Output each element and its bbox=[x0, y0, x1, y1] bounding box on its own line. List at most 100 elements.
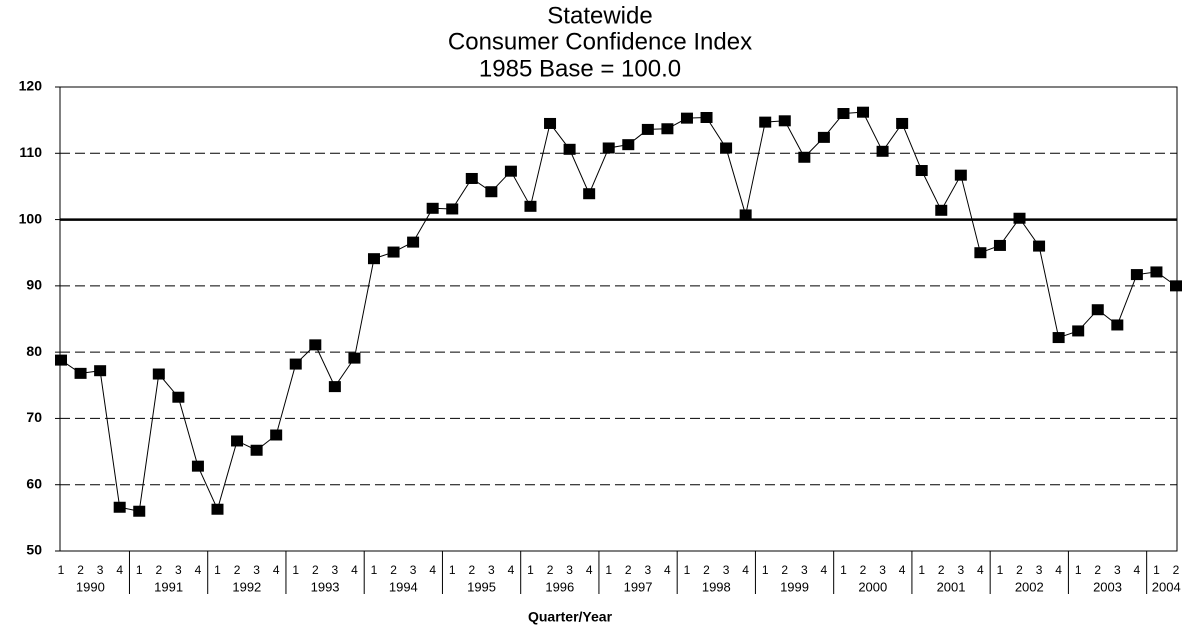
point-marker bbox=[367, 253, 380, 265]
point-marker bbox=[133, 505, 146, 517]
point-marker bbox=[1013, 212, 1026, 224]
x-tick-label: 1 bbox=[684, 563, 691, 577]
x-tick-label: 2 bbox=[860, 563, 867, 577]
x-tick-label: 2 bbox=[390, 563, 397, 577]
point-marker bbox=[661, 123, 674, 135]
point-marker bbox=[524, 200, 537, 212]
point-marker bbox=[55, 354, 67, 366]
point-marker bbox=[1130, 269, 1143, 281]
x-group-label: 1996 bbox=[545, 579, 574, 594]
y-tick-label: 70 bbox=[26, 409, 42, 425]
point-marker bbox=[231, 435, 244, 447]
point-marker bbox=[387, 246, 400, 258]
x-tick-label: 4 bbox=[273, 563, 280, 577]
point-marker bbox=[974, 247, 987, 259]
x-tick-label: 3 bbox=[1036, 563, 1043, 577]
x-axis-label: Quarter/Year bbox=[528, 609, 613, 625]
x-tick-label: 2 bbox=[1094, 563, 1101, 577]
x-tick-label: 3 bbox=[566, 563, 573, 577]
x-tick-label: 2 bbox=[781, 563, 788, 577]
x-tick-label: 1 bbox=[918, 563, 925, 577]
point-marker bbox=[250, 444, 263, 456]
point-marker bbox=[1111, 319, 1124, 331]
x-tick-label: 3 bbox=[175, 563, 182, 577]
y-tick-label: 80 bbox=[26, 343, 42, 359]
x-tick-label: 1 bbox=[371, 563, 378, 577]
y-tick-label: 120 bbox=[19, 78, 43, 94]
x-tick-label: 4 bbox=[429, 563, 436, 577]
point-marker bbox=[152, 368, 165, 380]
point-marker bbox=[896, 117, 909, 129]
x-tick-label: 4 bbox=[351, 563, 358, 577]
point-marker bbox=[720, 142, 733, 154]
x-group-label: 2003 bbox=[1093, 579, 1122, 594]
x-tick-label: 2 bbox=[77, 563, 84, 577]
point-marker bbox=[348, 352, 361, 364]
point-marker bbox=[407, 236, 420, 248]
point-marker bbox=[857, 106, 870, 118]
x-tick-label: 1 bbox=[58, 563, 65, 577]
y-tick-label: 50 bbox=[26, 542, 42, 558]
point-marker bbox=[1091, 304, 1104, 316]
x-tick-label: 2 bbox=[312, 563, 319, 577]
x-group-label: 1990 bbox=[76, 579, 105, 594]
point-marker bbox=[289, 358, 302, 370]
y-tick-label: 110 bbox=[19, 144, 42, 160]
x-tick-label: 2 bbox=[155, 563, 162, 577]
x-tick-label: 1 bbox=[214, 563, 221, 577]
point-marker bbox=[954, 169, 967, 181]
x-tick-label: 4 bbox=[586, 563, 593, 577]
point-marker bbox=[817, 131, 830, 143]
x-group-label: 2002 bbox=[1015, 579, 1044, 594]
point-marker bbox=[778, 115, 791, 127]
point-marker bbox=[426, 202, 439, 214]
series-line bbox=[60, 111, 1177, 512]
y-tick-label: 90 bbox=[26, 277, 42, 293]
x-tick-label: 1 bbox=[1075, 563, 1082, 577]
point-marker bbox=[504, 165, 517, 177]
x-tick-label: 2 bbox=[547, 563, 554, 577]
x-tick-label: 3 bbox=[253, 563, 260, 577]
x-group-label: 1992 bbox=[232, 579, 261, 594]
point-marker bbox=[876, 145, 889, 157]
point-marker bbox=[94, 365, 107, 377]
x-group-label: 1993 bbox=[311, 579, 340, 594]
point-marker bbox=[739, 209, 752, 221]
x-group-label: 2000 bbox=[858, 579, 887, 594]
x-tick-label: 3 bbox=[97, 563, 104, 577]
x-tick-label: 1 bbox=[997, 563, 1004, 577]
chart-title: Consumer Confidence Index bbox=[448, 28, 752, 55]
x-group-label: 1997 bbox=[624, 579, 653, 594]
point-marker bbox=[270, 429, 283, 441]
x-group-label: 1998 bbox=[702, 579, 731, 594]
point-marker bbox=[759, 116, 772, 128]
point-marker bbox=[74, 367, 87, 379]
point-marker bbox=[935, 204, 948, 216]
point-marker bbox=[837, 108, 850, 120]
x-group-label: 1995 bbox=[467, 579, 496, 594]
x-tick-label: 1 bbox=[1153, 563, 1160, 577]
point-marker bbox=[211, 503, 224, 515]
point-marker bbox=[465, 172, 478, 184]
x-group-label: 2004 bbox=[1152, 579, 1181, 594]
point-marker bbox=[309, 339, 322, 351]
x-tick-label: 1 bbox=[605, 563, 612, 577]
y-tick-label: 60 bbox=[26, 475, 42, 491]
x-tick-label: 4 bbox=[899, 563, 906, 577]
x-tick-label: 2 bbox=[234, 563, 241, 577]
x-tick-label: 1 bbox=[136, 563, 143, 577]
x-tick-label: 1 bbox=[762, 563, 769, 577]
x-tick-label: 1 bbox=[292, 563, 299, 577]
x-tick-label: 4 bbox=[664, 563, 671, 577]
plot-frame bbox=[59, 86, 1178, 552]
point-marker bbox=[113, 501, 126, 513]
point-marker bbox=[544, 117, 557, 129]
x-tick-label: 3 bbox=[1114, 563, 1121, 577]
x-group-label: 1991 bbox=[154, 579, 183, 594]
chart-title: Statewide bbox=[547, 2, 652, 29]
point-marker bbox=[191, 460, 204, 472]
x-tick-label: 1 bbox=[527, 563, 534, 577]
x-tick-label: 2 bbox=[938, 563, 945, 577]
x-tick-label: 2 bbox=[1173, 563, 1180, 577]
